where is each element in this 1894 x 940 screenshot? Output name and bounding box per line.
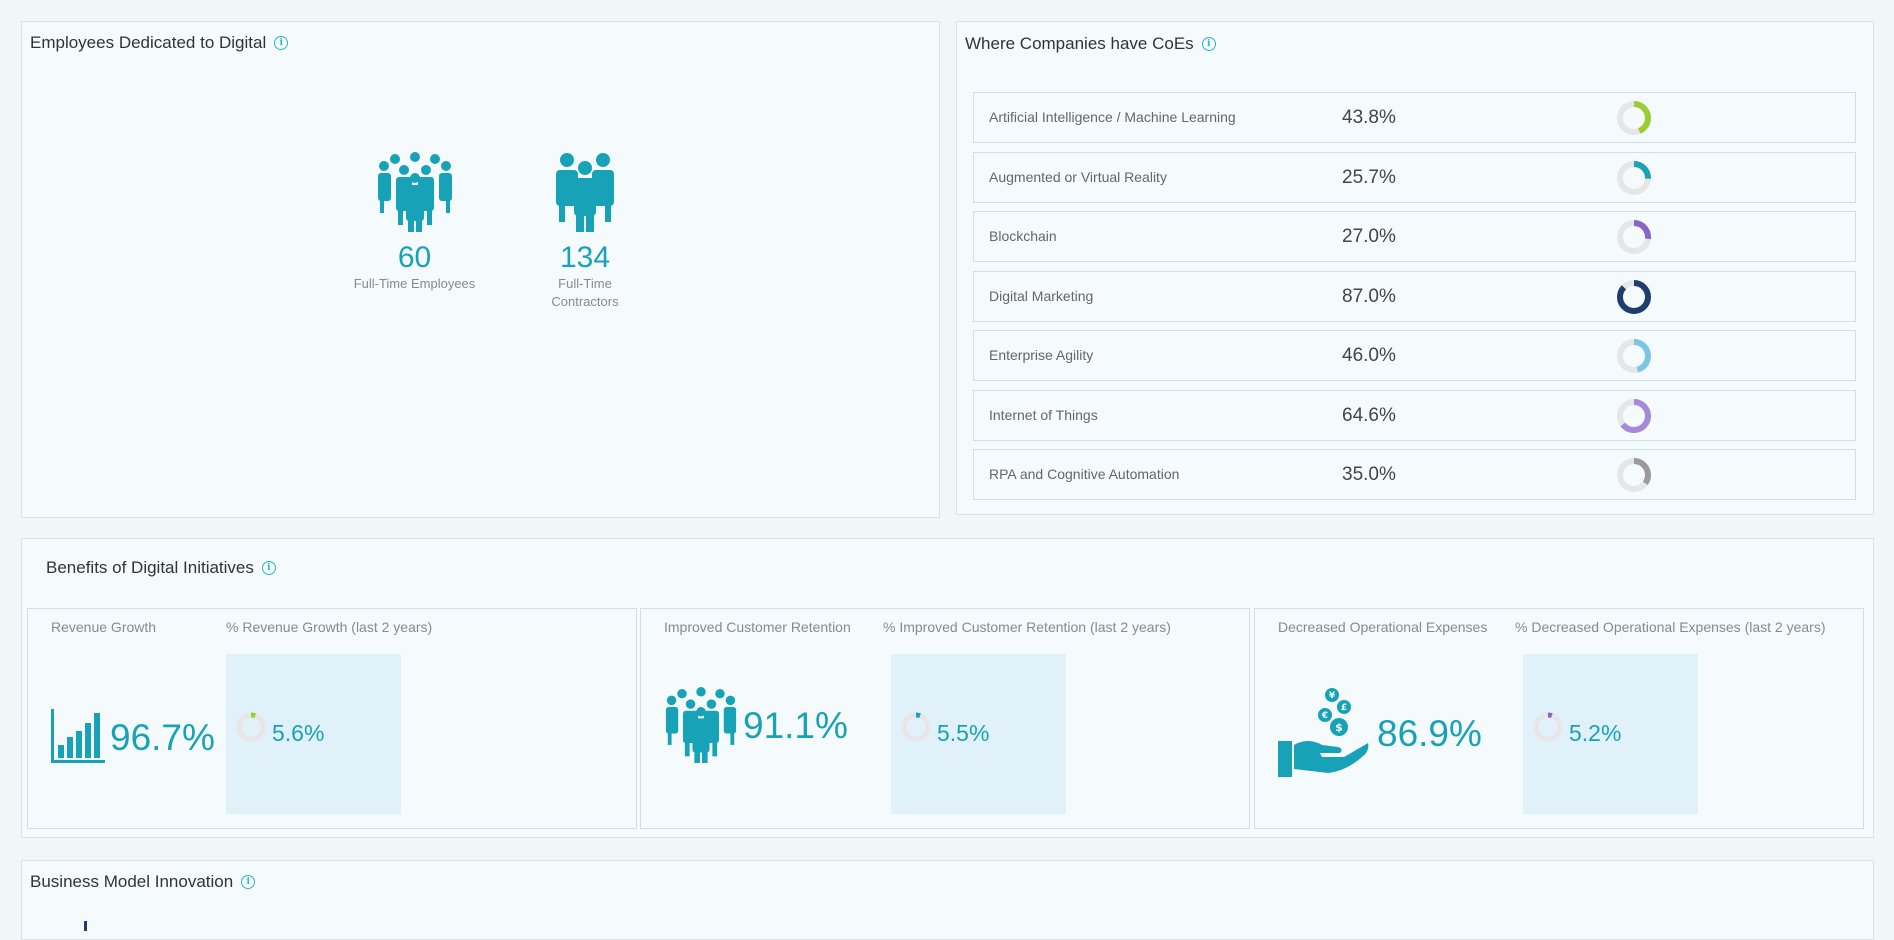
donut-track xyxy=(901,712,931,742)
benefit-value: 96.7% xyxy=(110,717,215,758)
full-time-employees-label: Full-Time Employees xyxy=(353,276,476,291)
donut-arc xyxy=(1617,458,1651,492)
full-time-employees-value: 60 xyxy=(397,241,432,274)
benefits-title-text: Benefits of Digital Initiatives xyxy=(46,558,254,577)
benefit-growth-label: % Improved Customer Retention (last 2 ye… xyxy=(883,619,1171,635)
benefit-revenue-growth: Revenue Growth % Revenue Growth (last 2 … xyxy=(27,608,637,829)
svg-text:$: $ xyxy=(1335,721,1343,734)
benefit-growth-box: 5.2% xyxy=(1523,654,1698,814)
benefit-label: Improved Customer Retention xyxy=(664,619,851,635)
people-group-icon xyxy=(665,687,737,763)
growth-donut xyxy=(236,712,266,742)
people-group-icon xyxy=(377,152,452,232)
benefit-label: Decreased Operational Expenses xyxy=(1278,619,1488,635)
benefit-value: 91.1% xyxy=(743,705,848,746)
info-icon[interactable]: i xyxy=(274,36,289,50)
business-model-chart-fragment xyxy=(84,921,87,931)
coe-value: 25.7% xyxy=(1342,166,1396,188)
donut-arc xyxy=(901,712,931,742)
info-icon[interactable]: i xyxy=(241,875,256,889)
coe-row: Artificial Intelligence / Machine Learni… xyxy=(973,92,1856,143)
benefit-growth-box: 5.6% xyxy=(226,654,401,814)
employees-title-text: Employees Dedicated to Digital xyxy=(30,33,267,52)
full-time-employees-stat: 60 Full-Time Employees xyxy=(327,152,502,293)
business-model-title-text: Business Model Innovation xyxy=(30,872,234,891)
coe-donut xyxy=(1617,398,1651,433)
benefit-improved-customer-retention: Improved Customer Retention % Improved C… xyxy=(640,608,1250,829)
coe-label: Augmented or Virtual Reality xyxy=(989,168,1167,185)
benefit-value: 86.9% xyxy=(1377,713,1482,754)
coe-label: Artificial Intelligence / Machine Learni… xyxy=(989,109,1236,125)
employees-panel: Employees Dedicated to Digital i 60 Full… xyxy=(21,21,940,518)
coe-value: 43.8% xyxy=(1342,107,1396,128)
coe-label: Internet of Things xyxy=(989,406,1098,423)
coe-value: 27.0% xyxy=(1342,226,1396,247)
business-model-panel: Business Model Innovation i xyxy=(21,860,1874,940)
coe-row: Internet of Things 64.6% xyxy=(973,389,1856,441)
hand-coins-icon: ¥ £ € $ xyxy=(1278,688,1369,777)
coe-row: Digital Marketing 87.0% xyxy=(973,270,1856,322)
coe-donut xyxy=(1617,101,1651,135)
people-pair-icon xyxy=(556,153,614,232)
coe-row: Blockchain 27.0% xyxy=(973,211,1856,262)
coe-label: RPA and Cognitive Automation xyxy=(989,466,1180,482)
benefit-growth-value: 5.5% xyxy=(937,720,990,746)
coe-label: Enterprise Agility xyxy=(989,347,1094,363)
full-time-contractors-stat: 134 Full-Time Contractors xyxy=(515,152,655,311)
growth-donut xyxy=(901,712,931,742)
info-icon[interactable]: i xyxy=(261,561,276,575)
coes-title-text: Where Companies have CoEs xyxy=(965,34,1194,53)
coe-value: 46.0% xyxy=(1342,345,1396,366)
coe-donut xyxy=(1617,458,1651,492)
coe-value: 35.0% xyxy=(1342,464,1396,485)
coe-value: 87.0% xyxy=(1342,285,1396,307)
coe-label: Blockchain xyxy=(989,228,1057,244)
coes-panel: Where Companies have CoEs i Artificial I… xyxy=(956,21,1874,515)
bar-chart-icon xyxy=(51,709,105,763)
info-icon[interactable]: i xyxy=(1201,37,1216,51)
donut-arc xyxy=(1533,712,1563,742)
svg-text:£: £ xyxy=(1341,703,1347,713)
business-model-panel-title: Business Model Innovation i xyxy=(30,872,256,892)
svg-text:¥: ¥ xyxy=(1329,691,1336,701)
donut-arc xyxy=(1617,279,1651,314)
benefits-panel-title: Benefits of Digital Initiatives i xyxy=(46,558,276,578)
growth-donut xyxy=(1533,712,1563,742)
coe-donut xyxy=(1617,339,1651,373)
benefit-growth-box: 5.5% xyxy=(891,654,1066,814)
donut-arc xyxy=(236,712,266,742)
benefit-growth-value: 5.2% xyxy=(1569,720,1622,746)
donut-track xyxy=(236,712,266,742)
benefit-growth-label: % Revenue Growth (last 2 years) xyxy=(226,619,433,635)
coe-row: RPA and Cognitive Automation 35.0% xyxy=(973,449,1856,500)
donut-arc xyxy=(1617,398,1651,433)
donut-arc xyxy=(1617,339,1651,373)
full-time-contractors-value: 134 xyxy=(559,241,611,274)
coe-donut xyxy=(1617,220,1651,254)
coe-donut xyxy=(1617,279,1651,314)
donut-arc xyxy=(1617,101,1651,135)
coes-panel-title: Where Companies have CoEs i xyxy=(965,34,1216,54)
full-time-contractors-label-line2: Contractors xyxy=(551,294,619,309)
donut-track xyxy=(1533,712,1563,742)
full-time-contractors-label-line1: Full-Time xyxy=(558,276,612,291)
employees-panel-title: Employees Dedicated to Digital i xyxy=(30,33,289,53)
svg-text:€: € xyxy=(1321,711,1328,721)
donut-arc xyxy=(1617,160,1651,195)
coe-label: Digital Marketing xyxy=(989,287,1094,304)
benefit-growth-value: 5.6% xyxy=(272,720,325,746)
donut-arc xyxy=(1617,220,1651,254)
coe-row: Augmented or Virtual Reality 25.7% xyxy=(973,151,1856,203)
coe-row: Enterprise Agility 46.0% xyxy=(973,330,1856,381)
benefit-growth-label: % Decreased Operational Expenses (last 2… xyxy=(1515,619,1826,635)
benefit-decreased-operational-expenses: Decreased Operational Expenses % Decreas… xyxy=(1254,608,1864,829)
coe-value: 64.6% xyxy=(1342,404,1396,426)
coe-donut xyxy=(1617,160,1651,195)
benefit-label: Revenue Growth xyxy=(51,619,157,635)
